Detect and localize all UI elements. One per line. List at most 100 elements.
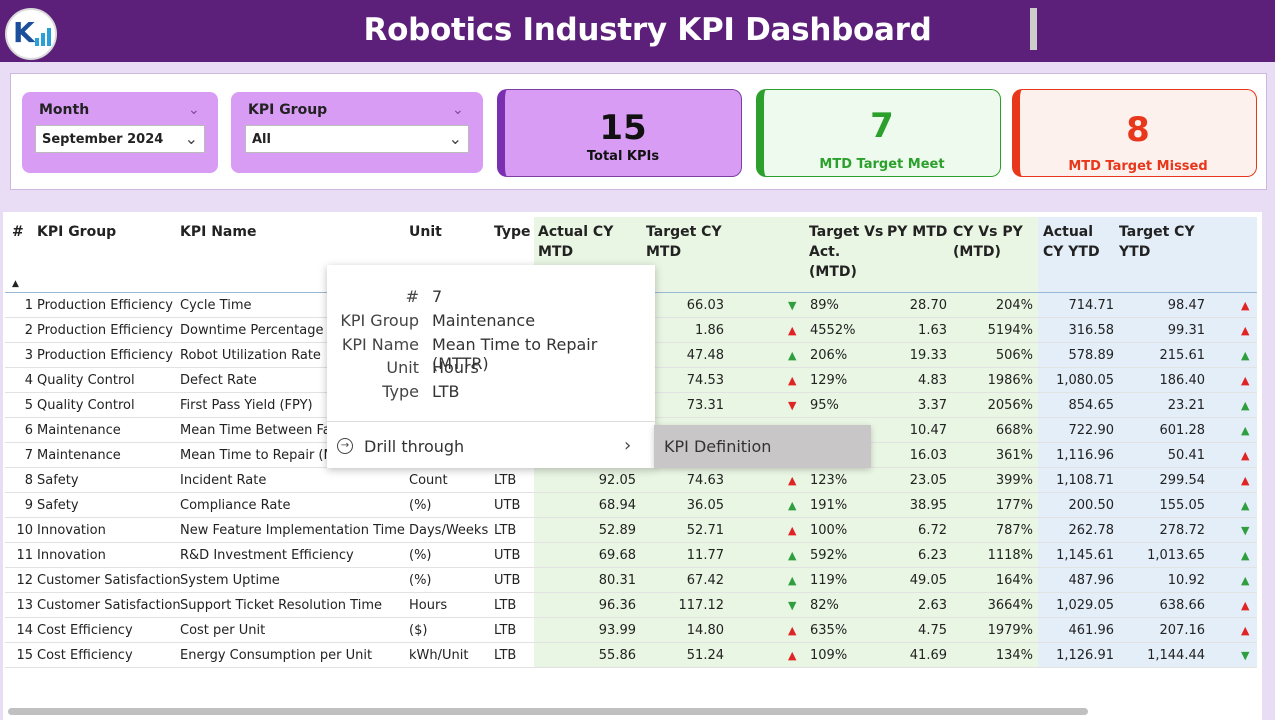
cell-tva: 100%: [810, 523, 848, 538]
col-header-target-mtd[interactable]: Target CY MTD: [646, 224, 722, 260]
kpi-definition-label: KPI Definition: [664, 437, 772, 456]
table-row[interactable]: 3 Production Efficiency Robot Utilization …: [5, 343, 1257, 368]
cell-target-ytd: 299.54: [1159, 473, 1206, 488]
arrow-up-red-icon: ▲: [1241, 599, 1250, 612]
month-slicer-label: Month: [39, 102, 90, 118]
horizontal-scrollbar[interactable]: [8, 708, 1088, 715]
cell-actual-ytd: 461.96: [1068, 623, 1115, 638]
chevron-down-icon[interactable]: ⌄: [184, 129, 198, 148]
arrow-up-green-icon: ▲: [1241, 574, 1250, 587]
cell-num: 14: [16, 623, 33, 638]
col-header-tva[interactable]: Target Vs Act. (MTD): [809, 224, 884, 280]
cell-target-ytd: 50.41: [1167, 448, 1205, 463]
cell-target-mtd: 74.63: [686, 473, 724, 488]
kpi-group-value: All: [252, 132, 271, 147]
cell-name: Defect Rate: [180, 373, 257, 388]
target-missed-value: 8: [1126, 110, 1150, 150]
cell-actual-ytd: 714.71: [1068, 298, 1115, 313]
table-row[interactable]: 14 Cost Efficiency Cost per Unit ($) LTB 93.9…: [5, 618, 1257, 643]
cell-actual-ytd: 854.65: [1068, 398, 1115, 413]
chevron-right-icon[interactable]: ›: [624, 435, 632, 456]
cell-tva: 95%: [810, 398, 839, 413]
cell-type: UTB: [494, 498, 521, 513]
kpi-group-dropdown[interactable]: All ⌄: [245, 125, 469, 153]
cell-actual-mtd: 68.94: [598, 498, 636, 513]
drill-through-icon[interactable]: →: [337, 438, 353, 454]
cell-group: Cost Efficiency: [37, 623, 133, 638]
cell-name: Incident Rate: [180, 473, 267, 488]
cell-tva: 592%: [810, 548, 848, 563]
col-header-group[interactable]: KPI Group: [37, 224, 117, 240]
cell-cy-vs-py: 2056%: [987, 398, 1033, 413]
cell-py-mtd: 4.83: [918, 373, 947, 388]
kpi-logo-icon: K: [5, 8, 57, 60]
cell-type: UTB: [494, 573, 521, 588]
month-dropdown[interactable]: September 2024 ⌄: [35, 125, 205, 153]
cell-unit: Hours: [409, 598, 448, 613]
table-row[interactable]: 8 Safety Incident Rate Count LTB 92.05 74.63 12…: [5, 468, 1257, 493]
kpi-definition-menu-item[interactable]: KPI Definition: [654, 425, 871, 468]
drill-through-menu-item[interactable]: Drill through: [364, 437, 465, 456]
cell-num: 10: [16, 523, 33, 538]
cell-target-ytd: 186.40: [1159, 373, 1206, 388]
table-row[interactable]: 9 Safety Compliance Rate (%) UTB 68.94 36.05 19…: [5, 493, 1257, 518]
tooltip-key: #: [405, 287, 419, 306]
arrow-up-green-icon: ▲: [788, 499, 797, 512]
cell-unit: ($): [409, 623, 428, 638]
cell-actual-ytd: 1,108.71: [1056, 473, 1114, 488]
cell-num: 11: [16, 548, 33, 563]
table-row[interactable]: 1 Production Efficiency Cycle Time 66.03 89%…: [5, 293, 1257, 318]
tooltip-value: LTB: [432, 382, 460, 401]
col-header-type[interactable]: Type: [494, 224, 531, 240]
cell-cy-vs-py: 399%: [995, 473, 1033, 488]
cell-cy-vs-py: 506%: [995, 348, 1033, 363]
col-header-num[interactable]: #: [12, 224, 24, 240]
cell-actual-ytd: 487.96: [1068, 573, 1115, 588]
cell-group: Quality Control: [37, 373, 135, 388]
col-header-target-ytd[interactable]: Target CY YTD: [1119, 224, 1195, 260]
cell-name: Support Ticket Resolution Time: [180, 598, 382, 613]
chevron-down-icon[interactable]: ⌄: [452, 102, 464, 118]
sort-ascending-icon[interactable]: ▲: [12, 279, 19, 289]
table-row[interactable]: 11 Innovation R&D Investment Efficiency (%)…: [5, 543, 1257, 568]
tooltip-key: Type: [382, 382, 419, 401]
col-header-name[interactable]: KPI Name: [180, 224, 257, 240]
cell-name: R&D Investment Efficiency: [180, 548, 354, 563]
cell-cy-vs-py: 204%: [995, 298, 1033, 313]
col-header-actual-mtd[interactable]: Actual CY MTD: [538, 224, 614, 260]
kpi-tooltip: # 7 KPI Group Maintenance KPI Name Mean …: [327, 265, 655, 468]
cell-num: 3: [24, 348, 33, 363]
arrow-up-green-icon: ▲: [1241, 349, 1250, 362]
page-title: Robotics Industry KPI Dashboard: [363, 12, 932, 48]
arrow-up-red-icon: ▲: [1241, 624, 1250, 637]
cell-cy-vs-py: 668%: [995, 423, 1033, 438]
cell-name: Robot Utilization Rate: [180, 348, 321, 363]
cell-actual-mtd: 93.99: [598, 623, 636, 638]
arrow-up-green-icon: ▲: [1241, 424, 1250, 437]
cell-group: Production Efficiency: [37, 298, 173, 313]
cell-cy-vs-py: 177%: [995, 498, 1033, 513]
table-row[interactable]: 15 Cost Efficiency Energy Consumption per …: [5, 643, 1257, 668]
cell-name: Cost per Unit: [180, 623, 266, 638]
cell-tva: 119%: [810, 573, 848, 588]
target-missed-label: MTD Target Missed: [1068, 159, 1208, 174]
cell-group: Production Efficiency: [37, 348, 173, 363]
cell-unit: Count: [409, 473, 448, 488]
chevron-down-icon[interactable]: ⌄: [448, 129, 462, 148]
col-header-py-mtd[interactable]: PY MTD: [887, 224, 948, 240]
cell-actual-ytd: 200.50: [1068, 498, 1115, 513]
table-row[interactable]: 13 Customer Satisfaction Support Ticket Re…: [5, 593, 1257, 618]
chevron-down-icon[interactable]: ⌄: [188, 102, 200, 118]
cell-actual-ytd: 722.90: [1068, 423, 1115, 438]
target-missed-card: 8 MTD Target Missed: [1012, 89, 1257, 177]
table-row[interactable]: 10 Innovation New Feature Implementation T…: [5, 518, 1257, 543]
cell-target-mtd: 66.03: [686, 298, 724, 313]
arrow-up-red-icon: ▲: [788, 374, 797, 387]
cell-py-mtd: 28.70: [909, 298, 947, 313]
col-header-unit[interactable]: Unit: [409, 224, 442, 240]
col-header-actual-ytd[interactable]: Actual CY YTD: [1043, 224, 1100, 260]
cell-py-mtd: 19.33: [909, 348, 947, 363]
col-header-cy-vs-py[interactable]: CY Vs PY (MTD): [953, 224, 1023, 260]
table-row[interactable]: 12 Customer Satisfaction System Uptime (%) U…: [5, 568, 1257, 593]
cell-num: 6: [24, 423, 33, 438]
